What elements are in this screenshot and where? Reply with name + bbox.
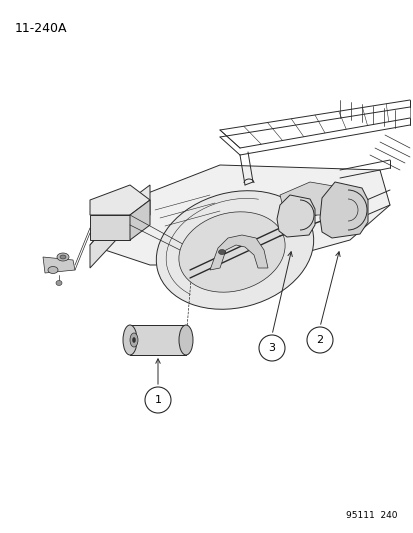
- Text: 2: 2: [316, 335, 323, 345]
- Polygon shape: [43, 257, 75, 273]
- Circle shape: [259, 335, 284, 361]
- Ellipse shape: [218, 249, 225, 254]
- Polygon shape: [90, 165, 389, 265]
- Polygon shape: [90, 215, 130, 240]
- Polygon shape: [130, 325, 185, 355]
- Ellipse shape: [156, 191, 313, 309]
- Text: 11-240A: 11-240A: [15, 22, 67, 35]
- Ellipse shape: [56, 280, 62, 286]
- Ellipse shape: [123, 325, 137, 355]
- Ellipse shape: [60, 255, 66, 259]
- Polygon shape: [90, 200, 130, 268]
- Ellipse shape: [178, 212, 285, 292]
- Polygon shape: [130, 200, 150, 240]
- Text: 95111  240: 95111 240: [346, 511, 397, 520]
- Polygon shape: [276, 195, 314, 237]
- Ellipse shape: [48, 266, 58, 273]
- Polygon shape: [279, 182, 347, 215]
- Ellipse shape: [178, 325, 192, 355]
- Ellipse shape: [57, 253, 69, 261]
- Circle shape: [306, 327, 332, 353]
- Circle shape: [145, 387, 171, 413]
- Ellipse shape: [132, 337, 135, 343]
- Polygon shape: [319, 182, 367, 238]
- Polygon shape: [90, 185, 150, 215]
- Polygon shape: [130, 185, 150, 225]
- Polygon shape: [209, 235, 267, 270]
- Text: 3: 3: [268, 343, 275, 353]
- Text: 1: 1: [154, 395, 161, 405]
- Ellipse shape: [130, 333, 138, 347]
